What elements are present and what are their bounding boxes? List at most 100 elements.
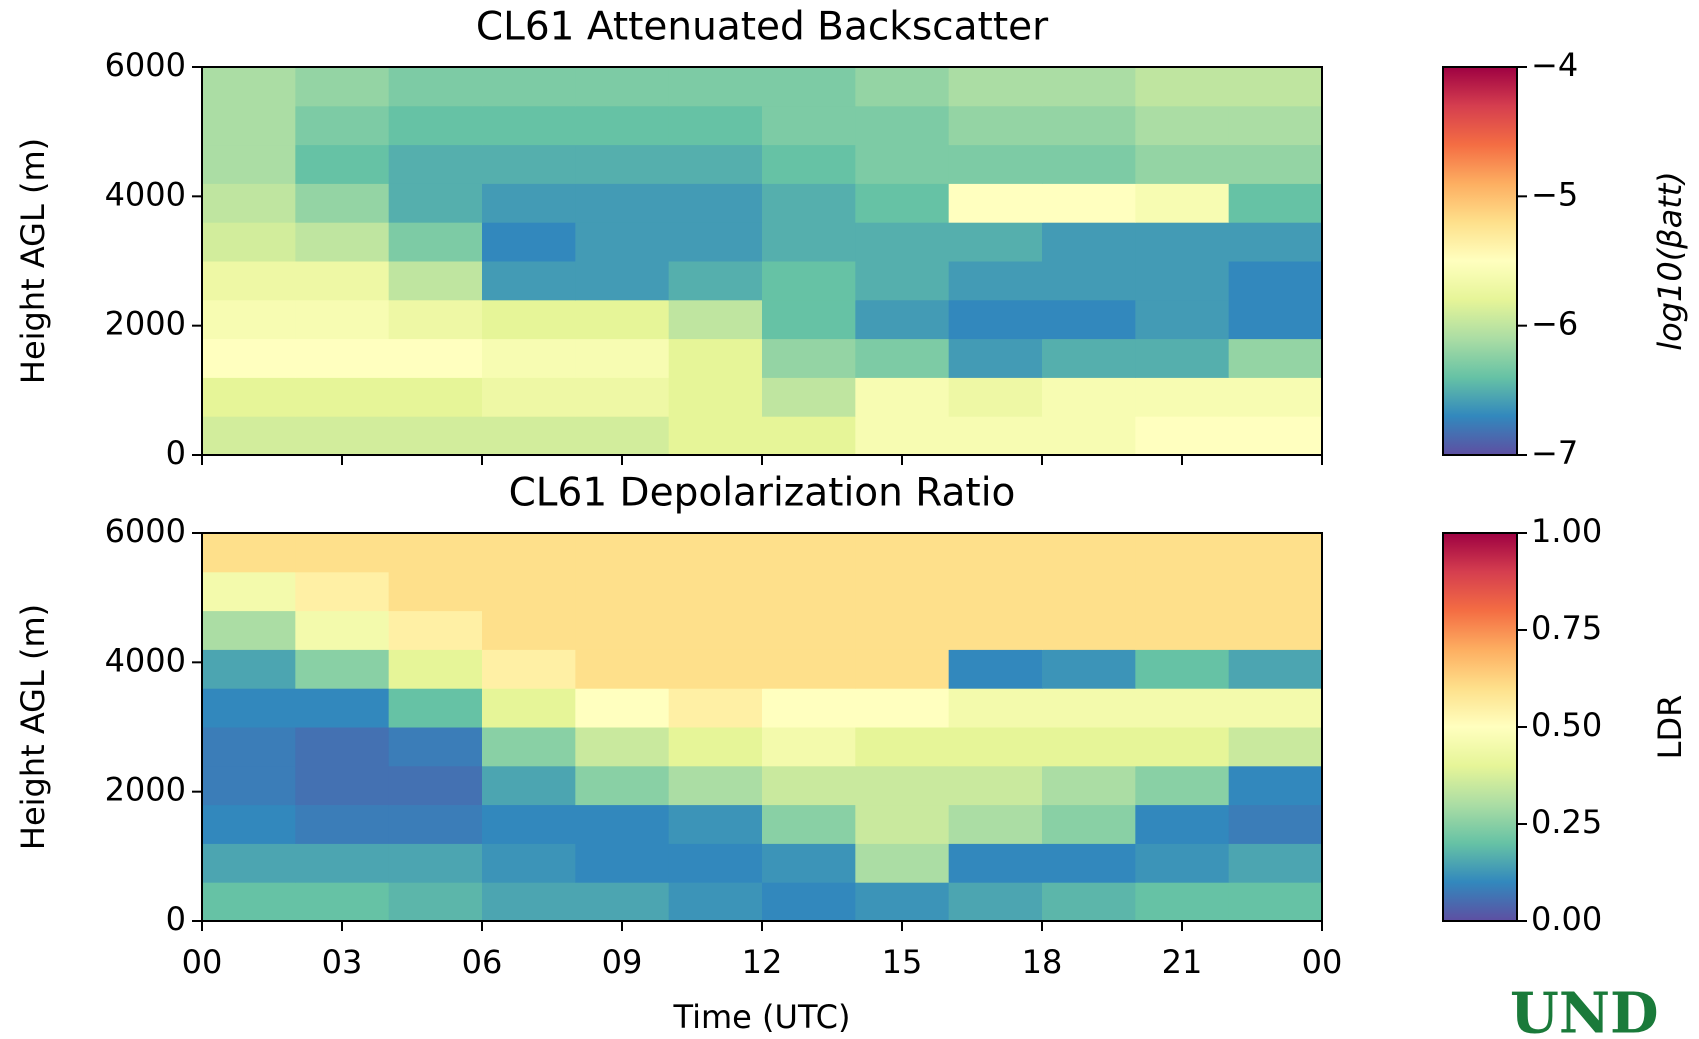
- heatmap-cell: [668, 416, 763, 456]
- heatmap-cell: [948, 533, 1043, 573]
- heatmap-cell: [668, 261, 763, 301]
- heatmap-cell: [575, 727, 670, 767]
- heatmap-cell: [575, 105, 670, 146]
- heatmap-cell: [1228, 183, 1323, 223]
- heatmap-cell: [388, 533, 483, 573]
- heatmap-cell: [575, 377, 670, 417]
- heatmap-cell: [948, 804, 1043, 844]
- heatmap-cell: [948, 222, 1043, 262]
- heatmap-cell: [1042, 377, 1136, 417]
- heatmap-cell: [762, 338, 856, 378]
- heatmap-cell: [668, 727, 763, 767]
- heatmap-cell: [482, 804, 576, 844]
- heatmap-cell: [1135, 261, 1230, 301]
- chart-title: CL61 Attenuated Backscatter: [476, 5, 1049, 50]
- heatmap-cell: [855, 649, 950, 689]
- heatmap-cell: [295, 416, 390, 456]
- heatmap-cell: [575, 610, 670, 650]
- heatmap-cell: [482, 299, 576, 340]
- heatmap-cell: [388, 299, 483, 340]
- heatmap-cell: [1042, 649, 1136, 689]
- heatmap-cell: [295, 183, 390, 223]
- colorbar-tick-label: −4: [1531, 46, 1578, 84]
- heatmap-cell: [855, 377, 950, 417]
- heatmap-cell: [855, 299, 950, 340]
- x-tick-label: 12: [742, 943, 783, 981]
- heatmap-cell: [948, 765, 1043, 806]
- heatmap-cell: [1135, 222, 1230, 262]
- heatmap-cell: [388, 105, 483, 146]
- colorbar-tick-label: −6: [1531, 305, 1578, 343]
- heatmap-cell: [295, 261, 390, 301]
- heatmap-cell: [202, 144, 296, 184]
- heatmap-cell: [202, 649, 296, 689]
- heatmap-cell: [482, 882, 576, 922]
- heatmap-cell: [388, 183, 483, 223]
- heatmap-cell: [388, 261, 483, 301]
- heatmap-cell: [295, 222, 390, 262]
- heatmap-cell: [855, 338, 950, 378]
- heatmap-cell: [1135, 843, 1230, 883]
- heatmap-cell: [202, 882, 296, 922]
- heatmap-cell: [1135, 377, 1230, 417]
- heatmap-cell: [482, 533, 576, 573]
- heatmap-cell: [1135, 183, 1230, 223]
- y-tick-label: 4000: [105, 641, 186, 679]
- heatmap-cell: [202, 67, 296, 107]
- heatmap-cell: [1135, 105, 1230, 146]
- heatmap-cell: [1135, 299, 1230, 340]
- heatmap-cell: [668, 649, 763, 689]
- heatmap-cell: [1135, 571, 1230, 612]
- heatmap-cell: [1042, 533, 1136, 573]
- heatmap-cell: [855, 261, 950, 301]
- heatmap-cell: [948, 338, 1043, 378]
- heatmap-cell: [202, 183, 296, 223]
- colorbar-tick-label: −7: [1531, 434, 1578, 472]
- heatmap-cell: [1042, 183, 1136, 223]
- heatmap-cell: [295, 533, 390, 573]
- heatmap-cell: [948, 727, 1043, 767]
- heatmap-cell: [575, 533, 670, 573]
- colorbar-tick-label: 0.00: [1531, 900, 1602, 938]
- heatmap-cell: [855, 765, 950, 806]
- heatmap-cell: [1042, 144, 1136, 184]
- heatmap-cell: [575, 261, 670, 301]
- heatmap-cell: [295, 299, 390, 340]
- heatmap-cell: [575, 67, 670, 107]
- heatmap-cell: [668, 183, 763, 223]
- heatmap-cell: [482, 338, 576, 378]
- colorbar-tick-label: 1.00: [1531, 512, 1602, 550]
- heatmap-cell: [388, 882, 483, 922]
- heatmap-cell: [295, 105, 390, 146]
- heatmap-cell: [1228, 882, 1323, 922]
- heatmap-cell: [762, 610, 856, 650]
- x-axis-label: Time (UTC): [673, 998, 851, 1036]
- heatmap-cell: [1135, 765, 1230, 806]
- heatmap-cell: [948, 843, 1043, 883]
- heatmap-cell: [1042, 416, 1136, 456]
- heatmap-cell: [1135, 67, 1230, 107]
- heatmap-cell: [1042, 610, 1136, 650]
- heatmap-cell: [855, 610, 950, 650]
- heatmap-cell: [948, 67, 1043, 107]
- heatmap-cell: [202, 105, 296, 146]
- heatmap-cell: [762, 183, 856, 223]
- heatmap-cell: [388, 843, 483, 883]
- heatmap-cell: [575, 765, 670, 806]
- heatmap-cell: [1135, 533, 1230, 573]
- heatmap-cell: [948, 649, 1043, 689]
- heatmap-cell: [575, 416, 670, 456]
- heatmap-cell: [762, 727, 856, 767]
- heatmap-cell: [202, 727, 296, 767]
- heatmap-cell: [1042, 67, 1136, 107]
- heatmap-cell: [762, 804, 856, 844]
- heatmap-cell: [668, 377, 763, 417]
- heatmap-cell: [1135, 338, 1230, 378]
- heatmap-cell: [482, 105, 576, 146]
- x-tick-label: 15: [882, 943, 923, 981]
- heatmap-cell: [948, 377, 1043, 417]
- heatmap-cell: [668, 804, 763, 844]
- heatmap-cell: [482, 183, 576, 223]
- heatmap-cell: [388, 610, 483, 650]
- colorbar-label: LDR: [1651, 695, 1689, 760]
